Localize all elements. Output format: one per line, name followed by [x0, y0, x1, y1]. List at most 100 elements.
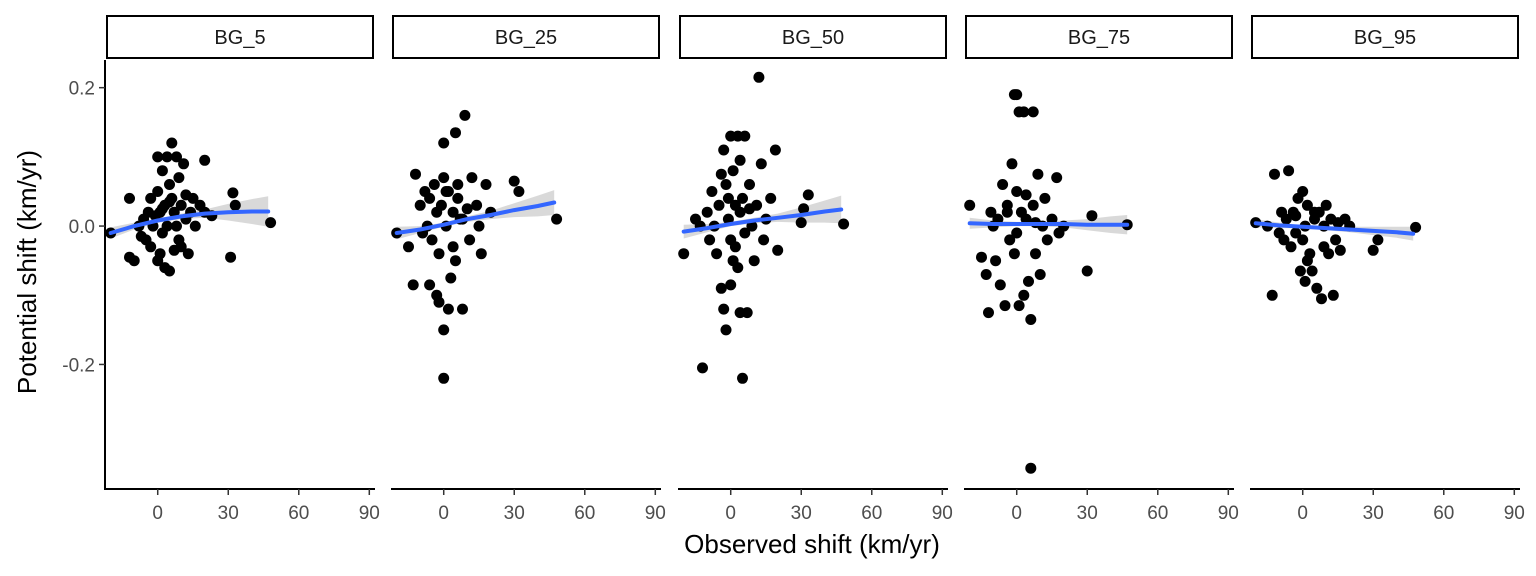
data-point: [1294, 265, 1306, 277]
data-point: [725, 279, 737, 291]
data-point: [227, 187, 239, 199]
facet-strip-label: BG_75: [1068, 27, 1130, 49]
data-point: [737, 192, 748, 204]
data-point: [199, 154, 211, 166]
x-axis-title: Observed shift (km/yr): [684, 529, 940, 559]
data-point: [1004, 234, 1016, 246]
data-point: [1039, 192, 1051, 204]
data-point: [475, 248, 487, 260]
data-point: [180, 189, 192, 201]
x-tick-label: 60: [1147, 503, 1168, 524]
data-point: [551, 213, 563, 225]
data-point: [156, 165, 168, 177]
x-tick-label: 30: [218, 503, 239, 524]
data-point: [1086, 210, 1098, 222]
data-point: [229, 199, 241, 211]
data-point: [741, 307, 753, 319]
data-point: [964, 199, 976, 211]
data-point: [769, 144, 781, 156]
data-point: [173, 172, 185, 184]
data-point: [718, 144, 730, 156]
data-point: [1283, 165, 1295, 177]
y-tick-label: 0.0: [69, 217, 95, 238]
data-point: [1018, 106, 1030, 118]
data-point: [1306, 265, 1318, 277]
data-point: [124, 192, 135, 204]
data-point: [798, 203, 810, 215]
x-tick-label: 90: [932, 503, 953, 524]
data-point: [513, 186, 525, 197]
data-point: [772, 244, 784, 256]
data-point: [1278, 234, 1290, 246]
data-point: [997, 179, 1009, 190]
data-point: [1030, 248, 1041, 260]
data-point: [727, 165, 739, 177]
data-point: [265, 217, 277, 229]
data-point: [994, 279, 1006, 291]
data-point: [1025, 462, 1037, 474]
data-point: [722, 192, 734, 204]
data-point: [189, 220, 201, 232]
data-point: [1027, 106, 1039, 118]
data-point: [744, 179, 755, 190]
y-tick-label: -0.2: [62, 355, 95, 376]
facet-strip-label: BG_25: [495, 27, 557, 49]
data-point: [407, 279, 419, 291]
data-point: [701, 206, 713, 218]
data-point: [1034, 269, 1046, 280]
x-tick-label: 30: [1077, 503, 1098, 524]
data-point: [737, 372, 748, 384]
smooth-line: [1253, 221, 1416, 236]
data-point: [1311, 282, 1323, 294]
x-tick-label: 0: [438, 503, 449, 524]
data-point: [445, 272, 457, 284]
data-point: [1297, 186, 1309, 197]
data-point: [1027, 199, 1039, 211]
data-point: [1046, 213, 1058, 225]
data-point: [156, 203, 168, 215]
facet-strip: [1251, 15, 1519, 59]
data-point: [739, 227, 751, 239]
data-point: [729, 241, 741, 253]
data-point: [1309, 206, 1320, 218]
data-point: [678, 248, 690, 260]
data-point: [980, 269, 992, 280]
data-point: [992, 213, 1004, 225]
y-axis-title: Potential shift (km/yr): [12, 150, 42, 394]
data-point: [1269, 168, 1280, 180]
data-point: [795, 217, 807, 229]
data-point: [732, 262, 744, 274]
data-point: [1290, 210, 1302, 222]
data-point: [438, 172, 450, 184]
data-point: [225, 251, 237, 263]
data-point: [428, 179, 440, 190]
x-tick-label: 30: [791, 503, 812, 524]
data-point: [1320, 199, 1332, 211]
facet-strip-label: BG_50: [782, 27, 844, 49]
data-point: [711, 248, 723, 260]
data-point: [447, 241, 459, 253]
data-point: [1285, 241, 1297, 253]
data-point: [1330, 234, 1342, 246]
data-point: [410, 168, 421, 180]
data-point: [697, 362, 708, 374]
facet-panel-bg-95: BG_95 0 30 60 90: [1250, 15, 1525, 524]
data-point: [438, 324, 450, 336]
data-point: [442, 186, 454, 197]
data-point: [1020, 213, 1032, 225]
data-point: [178, 158, 190, 170]
data-point: [718, 303, 730, 315]
data-point: [164, 265, 175, 277]
data-point: [1013, 300, 1025, 312]
facet-panel-bg-5: BG_5 0 30 60 90: [105, 15, 380, 524]
data-point: [128, 255, 140, 267]
facet-strip: [392, 15, 660, 59]
facet-strip: [679, 15, 947, 59]
data-point: [152, 151, 164, 163]
data-point: [1372, 234, 1384, 246]
data-point: [447, 206, 459, 218]
data-point: [1051, 172, 1063, 184]
data-point: [466, 172, 478, 184]
data-point: [450, 127, 461, 139]
data-point: [461, 203, 473, 215]
